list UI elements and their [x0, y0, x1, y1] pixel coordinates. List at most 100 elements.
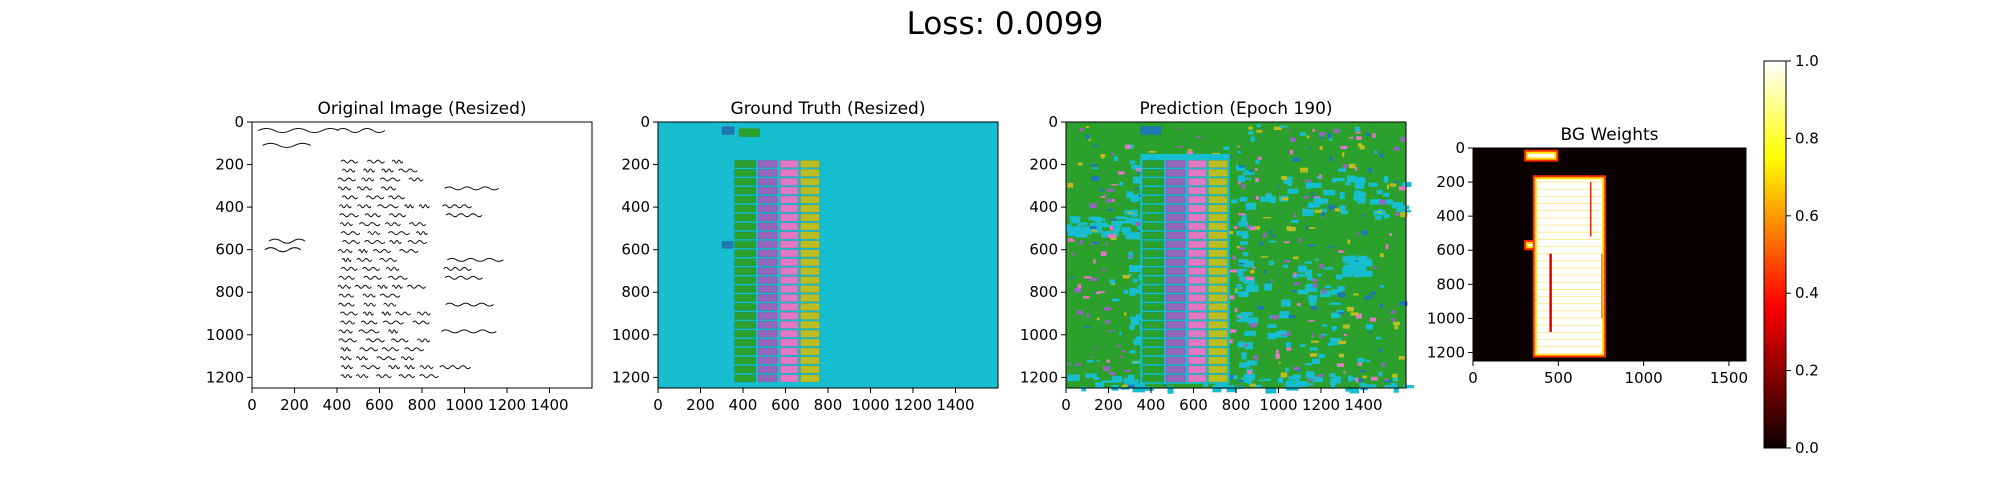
gt-cell	[757, 222, 778, 231]
pred-background	[1066, 122, 1406, 388]
pred-blob	[1371, 267, 1377, 269]
gt-cell	[779, 240, 799, 249]
pred-cell	[1165, 365, 1186, 374]
pred-blob	[1265, 193, 1272, 199]
pred-blob	[1304, 179, 1312, 182]
pred-blob	[1281, 197, 1289, 201]
handwriting-line	[362, 311, 374, 316]
pred-cells	[1140, 126, 1230, 384]
pred-blob	[1338, 340, 1347, 344]
pred-cell	[1142, 356, 1164, 365]
pred-blob	[1338, 353, 1344, 358]
pred-blob	[1357, 261, 1366, 266]
handwriting-line	[359, 347, 379, 352]
handwriting-line	[398, 374, 416, 379]
x-tick-label: 0	[1468, 369, 1478, 387]
pred-blob	[1106, 330, 1115, 332]
pred-blob	[1116, 345, 1121, 348]
x-tick-label: 400	[1137, 396, 1166, 414]
pred-blob	[1257, 305, 1264, 310]
pred-blob	[1349, 387, 1360, 394]
pred-blob	[1357, 362, 1363, 366]
pred-blob	[1398, 355, 1405, 360]
handwriting-line	[340, 266, 358, 271]
pred-blob	[1305, 182, 1312, 189]
x-tick-label: 1000	[445, 396, 483, 414]
pred-blob	[1394, 324, 1399, 330]
pred-blob	[1312, 128, 1315, 133]
pred-blob	[1262, 232, 1267, 238]
handwriting-line	[340, 374, 353, 379]
handwriting-line	[391, 284, 403, 289]
pred-blob	[1270, 235, 1276, 238]
pred-blob	[1262, 217, 1271, 219]
handwriting-line	[342, 240, 361, 245]
pred-blob	[1322, 324, 1328, 327]
handwriting-line	[365, 195, 385, 200]
gt-cell	[738, 128, 760, 137]
handwriting-line	[376, 356, 396, 361]
pred-blob	[1297, 303, 1301, 306]
colorbar-tick-label: 0.4	[1795, 284, 1819, 302]
pred-blob	[1285, 383, 1292, 386]
y-tick-label: 200	[1029, 156, 1058, 174]
pred-blob	[1348, 163, 1356, 169]
handwriting-line	[379, 177, 401, 182]
pred-blob	[1311, 278, 1318, 282]
pred-blob	[1347, 175, 1357, 183]
pred-blob	[1236, 245, 1241, 249]
pred-blob	[1102, 194, 1108, 196]
pred-cell	[1187, 356, 1207, 365]
pred-blob	[1105, 242, 1108, 246]
pred-cell	[1165, 311, 1186, 320]
pred-blob	[1236, 314, 1249, 318]
pred-blob	[1280, 372, 1288, 378]
pred-blob	[1356, 136, 1362, 140]
pred-cell	[1208, 195, 1228, 204]
pred-cell	[1208, 303, 1228, 311]
gt-cell	[757, 347, 778, 356]
pred-blob	[1292, 256, 1299, 260]
pred-blob	[1384, 377, 1388, 382]
pred-blob	[1257, 156, 1262, 160]
handwriting-line	[355, 356, 369, 361]
pred-cell	[1165, 160, 1186, 168]
pred-cell	[1187, 213, 1207, 222]
pred-blob	[1278, 330, 1286, 335]
x-tick-label: 0	[247, 396, 257, 414]
pred-blob	[1337, 292, 1346, 298]
pred-cell	[1187, 258, 1207, 267]
pred-blob	[1250, 269, 1255, 274]
handwriting-line	[337, 186, 352, 191]
pred-blob	[1240, 222, 1249, 225]
gt-cell	[779, 213, 799, 222]
pred-cell	[1187, 276, 1207, 284]
gt-cells	[721, 126, 820, 383]
gt-cell	[734, 267, 756, 276]
handwriting-line	[340, 365, 353, 370]
weights-region	[1536, 179, 1603, 354]
gt-cell	[757, 303, 778, 311]
handwriting-line	[395, 311, 411, 316]
pred-cell	[1187, 267, 1207, 276]
pred-blob	[1319, 334, 1323, 339]
pred-blob	[1279, 125, 1288, 128]
pred-blob	[1126, 218, 1135, 224]
pred-blob	[1286, 347, 1292, 351]
gt-cell	[800, 213, 820, 222]
gt-cell	[779, 320, 799, 329]
pred-blob	[1267, 324, 1277, 328]
pred-blob	[1340, 145, 1348, 150]
pred-blob	[1334, 208, 1343, 212]
gt-cell	[779, 285, 799, 293]
pred-blob	[1264, 283, 1273, 291]
pred-blob	[1323, 189, 1336, 196]
y-tick-label: 1000	[1020, 326, 1058, 344]
pred-blob	[1236, 284, 1242, 287]
pred-cell	[1142, 240, 1164, 249]
pred-blob	[1357, 197, 1366, 204]
pred-blob	[1081, 386, 1087, 392]
handwriting-line	[407, 240, 428, 245]
pred-blob	[1070, 239, 1075, 242]
pred-blob	[1300, 167, 1308, 173]
